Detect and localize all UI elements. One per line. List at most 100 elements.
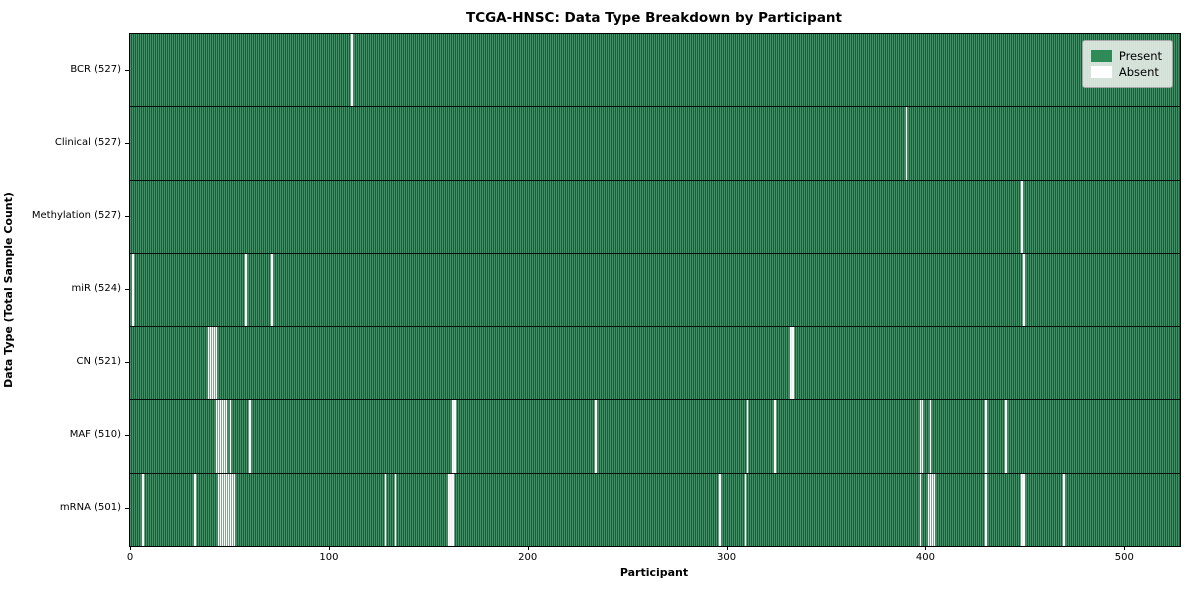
x-tick [527, 546, 529, 550]
absent-mark [746, 400, 749, 473]
absent-mark [929, 400, 932, 473]
absent-mark [211, 327, 214, 400]
absent-mark [219, 473, 222, 546]
absent-mark [229, 400, 232, 473]
y-tick [125, 142, 129, 144]
x-tick [1124, 546, 1126, 550]
y-tick-label-bcr: BCR (527) [70, 63, 121, 75]
absent-mark [1062, 473, 1065, 546]
y-tick [125, 69, 129, 71]
absent-mark [249, 400, 252, 473]
y-tick-label-mir: miR (524) [71, 283, 121, 294]
absent-mark [927, 473, 930, 546]
absent-mark [221, 473, 224, 546]
heatmap-row-mrna [130, 472, 1180, 546]
absent-mark [394, 473, 397, 546]
absent-mark [193, 473, 196, 546]
absent-mark [217, 473, 220, 546]
x-tick-label: 400 [915, 552, 935, 563]
absent-mark [227, 473, 230, 546]
absent-mark [933, 473, 936, 546]
legend-label-absent: Absent [1118, 65, 1159, 79]
x-tick [130, 546, 131, 550]
absent-mark [223, 473, 226, 546]
absent-mark [929, 473, 932, 546]
absent-mark [225, 473, 228, 546]
absent-mark [142, 473, 144, 546]
absent-mark [231, 473, 234, 546]
absent-mark [219, 400, 222, 473]
absent-mark [233, 473, 236, 546]
y-tick-label-maf: MAF (510) [69, 429, 121, 441]
y-tick [125, 435, 129, 437]
absent-mark [209, 327, 212, 400]
absent-mark [384, 473, 387, 546]
absent-mark [350, 34, 353, 107]
y-tick-label-clinical: Clinical (527) [54, 136, 121, 148]
absent-mark [452, 400, 455, 473]
heatmap-row-methylation [130, 179, 1180, 253]
present-swatch [1090, 50, 1112, 62]
absent-mark [223, 400, 226, 473]
absent-mark [919, 473, 922, 546]
x-tick-label: 100 [319, 552, 339, 563]
legend-label-present: Present [1118, 49, 1162, 63]
absent-mark [985, 473, 987, 546]
legend: Present Absent [1081, 40, 1173, 88]
heatmap-row-cn [130, 326, 1180, 400]
absent-mark [221, 400, 224, 473]
absent-mark [448, 473, 451, 546]
x-tick [726, 546, 728, 550]
absent-mark [790, 327, 793, 400]
heatmap-row-clinical [130, 106, 1180, 180]
absent-mark [718, 473, 721, 546]
y-tick [125, 289, 129, 290]
absent-mark [452, 473, 455, 546]
y-tick-label-cn: CN (521) [76, 356, 121, 368]
absent-mark [1022, 473, 1025, 546]
x-tick [925, 546, 927, 550]
absent-mark [215, 400, 218, 473]
x-axis-label: Participant [619, 566, 689, 579]
absent-mark [207, 327, 210, 400]
absent-mark [132, 253, 134, 327]
absent-mark [454, 400, 457, 473]
absent-mark [245, 253, 248, 327]
absent-swatch [1090, 66, 1112, 78]
x-tick-label: 300 [717, 552, 737, 563]
heatmap-row-bcr [130, 34, 1180, 107]
absent-mark [919, 400, 922, 473]
absent-mark [595, 400, 598, 473]
absent-mark [921, 400, 924, 473]
absent-mark [905, 107, 908, 180]
absent-mark [985, 400, 987, 473]
absent-mark [792, 327, 795, 400]
y-tick [125, 508, 129, 510]
legend-item-present: Present [1090, 49, 1162, 63]
absent-mark [1022, 253, 1025, 327]
x-tick-label: 0 [126, 552, 134, 563]
absent-mark [225, 400, 228, 473]
absent-mark [744, 473, 747, 546]
x-tick-label: 200 [518, 552, 538, 563]
absent-mark [1005, 400, 1007, 473]
y-tick [125, 362, 129, 364]
absent-mark [1021, 473, 1023, 546]
y-tick [125, 215, 129, 217]
absent-mark [450, 473, 453, 546]
heatmap-row-mir [130, 252, 1180, 327]
chart-title: TCGA-HNSC: Data Type Breakdown by Partic… [465, 10, 842, 26]
x-tick-label: 500 [1114, 552, 1134, 563]
legend-item-absent: Absent [1090, 65, 1162, 79]
absent-mark [931, 473, 934, 546]
absent-mark [1021, 180, 1023, 253]
absent-mark [229, 473, 232, 546]
heatmap-row-maf [130, 399, 1180, 473]
absent-mark [213, 327, 216, 400]
plot-area: Present Absent [129, 33, 1181, 547]
absent-mark [774, 400, 777, 473]
absent-mark [217, 400, 220, 473]
absent-mark [271, 253, 274, 327]
y-tick-label-mrna: mRNA (501) [59, 502, 121, 514]
